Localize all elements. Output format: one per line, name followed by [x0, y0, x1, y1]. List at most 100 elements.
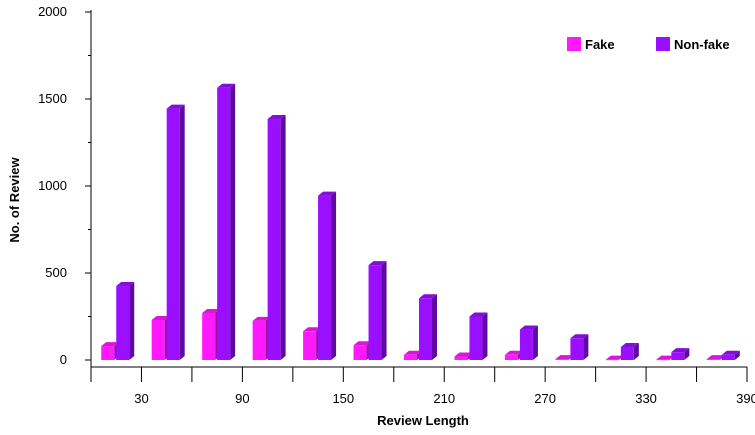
bar-side: [633, 342, 639, 360]
x-tick-label: 390: [736, 391, 755, 406]
bar-top: [101, 342, 120, 347]
bar-top: [303, 327, 322, 332]
bar-top: [151, 315, 170, 320]
x-tick-label: 30: [134, 391, 148, 406]
x-tick-label: 90: [235, 391, 249, 406]
legend-swatch: [567, 37, 581, 51]
bar-top: [116, 282, 135, 287]
bar-front: [454, 356, 468, 360]
bar-front: [318, 195, 332, 360]
legend-swatch: [656, 37, 670, 51]
x-axis-ticks: 30 90 150 210 270 330 390: [90, 367, 755, 406]
bar-front: [519, 329, 533, 360]
bar-top: [605, 355, 624, 360]
legend-item-fake: Fake: [567, 37, 615, 52]
bar-non-fake: [620, 342, 639, 360]
bar-non-fake: [368, 261, 387, 360]
bar-front: [101, 346, 115, 360]
bar-front: [368, 265, 382, 360]
bar-top: [656, 355, 675, 360]
bar-non-fake: [217, 83, 236, 360]
bar-side: [432, 294, 437, 360]
bar-front: [555, 359, 569, 360]
bar-top: [570, 334, 589, 339]
bar-non-fake: [166, 104, 185, 360]
bar-side: [179, 104, 185, 360]
bar-side: [280, 115, 286, 360]
bar-top: [217, 83, 236, 88]
y-tick-label: 0: [60, 352, 67, 367]
y-tick-label: 2000: [38, 4, 67, 19]
bar-non-fake: [671, 348, 690, 360]
bar-front: [656, 359, 670, 361]
bar-side: [482, 312, 488, 360]
bar-front: [671, 352, 685, 360]
bar-top: [202, 309, 221, 314]
bar-non-fake: [267, 115, 286, 360]
legend: Fake Non-fake: [567, 37, 730, 52]
bar-side: [230, 83, 236, 360]
bar-side: [331, 191, 337, 360]
bar-top: [419, 294, 437, 299]
bar-top: [404, 350, 422, 355]
bar-top: [454, 352, 473, 357]
bar-non-fake: [519, 325, 538, 360]
bar-non-fake: [116, 282, 135, 360]
x-axis-title: Review Length: [377, 413, 469, 428]
bar-front: [267, 119, 281, 360]
bar-front: [620, 346, 634, 360]
bar-front: [605, 359, 619, 361]
bar-non-fake: [419, 294, 437, 360]
bar-top: [504, 350, 523, 355]
bar-top: [555, 355, 574, 360]
bar-top: [368, 261, 387, 266]
bar-top: [620, 342, 639, 347]
bar-front: [721, 354, 735, 360]
y-tick-label: 1500: [38, 91, 67, 106]
bar-top: [706, 355, 725, 360]
x-tick-label: 210: [433, 391, 455, 406]
bar-top: [519, 325, 538, 330]
bar-top: [469, 312, 488, 317]
x-tick-label: 150: [332, 391, 354, 406]
bar-side: [583, 334, 589, 360]
legend-label: Non-fake: [674, 37, 730, 52]
bar-non-fake: [318, 191, 337, 360]
bar-non-fake: [469, 312, 488, 360]
bar-side: [734, 350, 740, 360]
bar-front: [504, 354, 518, 360]
y-tick-label: 1000: [38, 178, 67, 193]
bar-top: [671, 348, 690, 353]
legend-item-non-fake: Non-fake: [656, 37, 730, 52]
y-axis-ticks: 0 500 1000 1500 2000: [38, 4, 91, 367]
bar-top: [267, 115, 286, 120]
bar-front: [151, 319, 165, 360]
bar-front: [469, 316, 483, 360]
legend-label: Fake: [585, 37, 615, 52]
bar-top: [353, 341, 372, 346]
bar-side: [532, 325, 538, 360]
x-tick-label: 270: [534, 391, 556, 406]
bar-side: [129, 282, 135, 360]
x-tick-label: 330: [635, 391, 657, 406]
y-tick-label: 500: [45, 265, 67, 280]
bar-front: [404, 354, 417, 360]
bar-front: [202, 313, 216, 360]
bar-side: [381, 261, 387, 360]
bar-top: [318, 191, 337, 196]
bar-top: [166, 104, 185, 109]
bar-front: [706, 359, 720, 360]
bar-front: [303, 331, 317, 360]
bar-front: [252, 320, 266, 360]
bar-non-fake: [721, 350, 740, 360]
bar-top: [252, 316, 271, 321]
bar-front: [353, 345, 367, 360]
bar-non-fake: [570, 334, 589, 360]
bar-top: [721, 350, 740, 355]
bars-layer: [101, 83, 740, 361]
bar-front: [166, 108, 180, 360]
bar-front: [419, 298, 432, 360]
y-axis-title: No. of Review: [7, 157, 22, 243]
bar-side: [684, 348, 690, 360]
